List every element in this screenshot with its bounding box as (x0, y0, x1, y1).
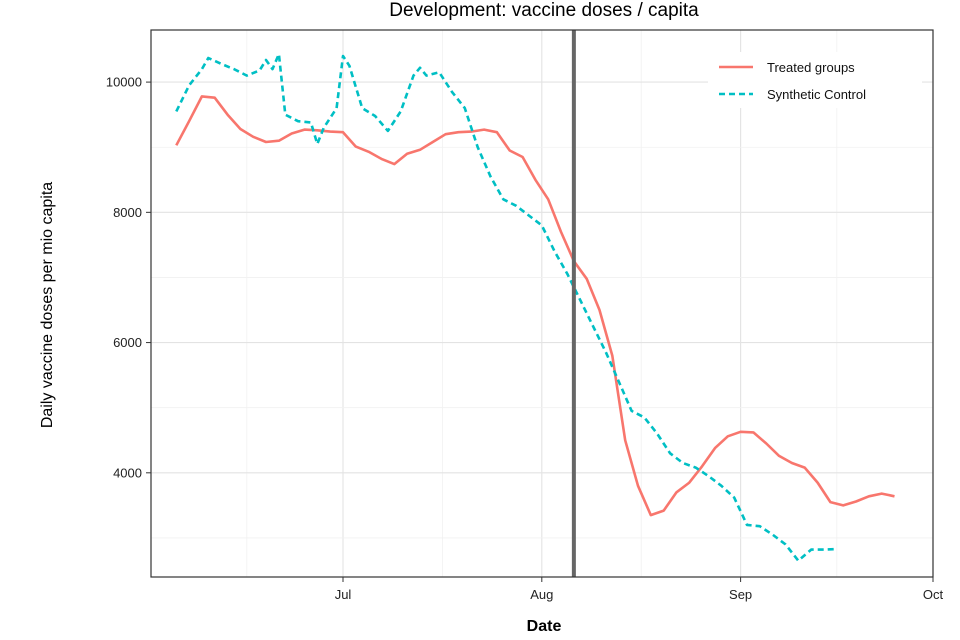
x-tick-label: Jul (335, 587, 352, 602)
legend-label: Treated groups (767, 60, 855, 75)
x-axis-title: Date (527, 618, 562, 635)
axis-ticks: Jul Aug Sep Oct 4000 6000 8000 10000 (106, 75, 944, 602)
series-line-synthetic-control (175, 52, 837, 562)
legend-box (708, 52, 922, 108)
legend: Treated groups Synthetic Control (708, 52, 922, 108)
y-tick-label: 10000 (106, 75, 142, 90)
x-tick-label: Oct (923, 587, 944, 602)
series-line-treated-groups (175, 95, 895, 517)
y-tick-label: 8000 (113, 205, 142, 220)
legend-label: Synthetic Control (767, 87, 866, 102)
x-tick-label: Sep (729, 587, 752, 602)
chart-title: Development: vaccine doses / capita (389, 0, 699, 21)
y-axis-title: Daily vaccine doses per mio capita (39, 182, 56, 428)
grid (151, 30, 934, 577)
y-tick-label: 6000 (113, 335, 142, 350)
x-tick-label: Aug (530, 587, 553, 602)
series-layer (175, 52, 895, 562)
y-tick-label: 4000 (113, 465, 142, 480)
